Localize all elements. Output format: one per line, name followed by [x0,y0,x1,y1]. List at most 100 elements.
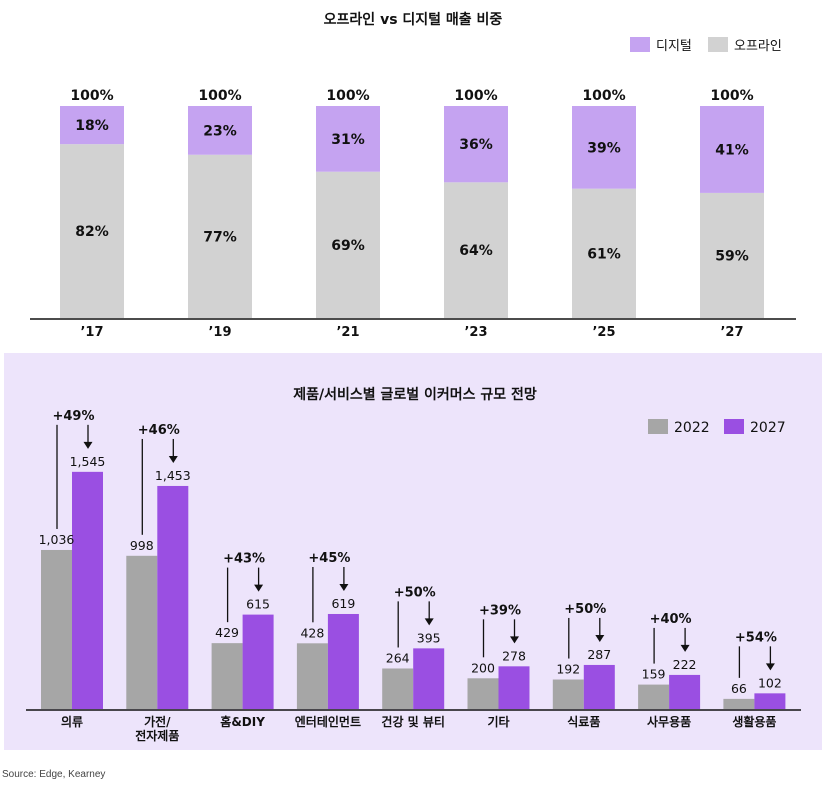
digital-value-label: 31% [331,132,365,148]
growth-label: +49% [52,409,94,424]
x-tick-label: ’21 [336,325,359,340]
x-tick-label: ’27 [720,325,743,340]
digital-value-label: 23% [203,123,237,139]
value-label-2022: 66 [731,681,747,696]
digital-value-label: 18% [75,118,109,134]
digital-bar [188,106,252,155]
down-arrow-icon [168,455,178,463]
down-arrow-icon [83,441,93,449]
total-label: 100% [454,88,497,104]
offline-bar [60,144,124,318]
value-label-2027: 1,545 [70,454,106,469]
value-label-2022: 428 [300,625,324,640]
offline-value-label: 64% [459,243,493,259]
down-arrow-icon [510,636,519,644]
down-arrow-icon [424,618,434,626]
value-label-2027: 619 [331,596,355,611]
category-label: 전자제품 [135,728,179,743]
total-label: 100% [70,88,113,104]
value-label-2022: 192 [556,662,580,677]
value-label-2027: 102 [758,675,782,690]
category-label: 의류 [61,714,83,729]
growth-label: +50% [394,585,436,600]
category-label: 가전/ [144,714,171,729]
x-tick-label: ’23 [464,325,487,340]
bar-2022 [638,684,670,709]
offline-value-label: 69% [331,238,365,254]
bar-2027 [413,648,445,709]
digital-bar [444,106,508,183]
total-label: 100% [326,88,369,104]
legend-label-2022: 2022 [674,420,710,436]
bar-2022 [723,698,755,709]
growth-label: +50% [564,602,606,617]
value-label-2022: 429 [215,625,239,640]
growth-label: +54% [735,630,777,645]
growth-label: +39% [479,603,521,618]
digital-bar [700,106,764,193]
legend-label-digital: 디지털 [656,39,692,54]
top-bars: 82% 18% 100% ’17 77% 23% 100% ’19 69% 31% 100% ’21 6… [60,88,764,340]
value-label-2022: 159 [642,667,666,682]
category-label: 엔터테인먼트 [295,714,361,729]
value-label-2027: 615 [246,597,270,612]
ecommerce-panel: 제품/서비스별 글로벌 이커머스 규모 전망 2022 2027 1,036 1,… [4,353,822,750]
offline-bar [700,192,764,318]
down-arrow-icon [680,644,690,652]
bar-2027 [157,485,189,709]
value-label-2027: 287 [587,647,611,662]
legend-swatch-2027 [724,419,744,434]
offline-bar [444,182,508,318]
bar-2022 [552,679,584,709]
category-label: 기타 [487,714,509,729]
legend-label-2027: 2027 [750,420,786,436]
value-label-2022: 264 [386,650,410,665]
bar-2027 [327,613,359,709]
digital-bar [572,106,636,189]
offline-value-label: 61% [587,246,621,262]
top-legend: 디지털 오프라인 [630,37,782,54]
bottom-bars: 1,036 1,545 +49% 의류 998 1,453 +46% 가전/전자제품 429 61… [39,409,786,743]
value-label-2027: 222 [673,657,697,672]
legend-swatch-2022 [648,419,668,434]
offline-value-label: 59% [715,248,749,264]
offline-bar [316,171,380,318]
total-label: 100% [198,88,241,104]
value-label-2022: 998 [130,538,154,553]
category-label: 사무용품 [647,714,691,729]
down-arrow-icon [254,584,264,592]
category-label: 홈&DIY [220,714,265,729]
bar-2022 [382,668,414,709]
growth-label: +40% [650,612,692,627]
stacked-share-chart: 오프라인 vs 디지털 매출 비중 디지털 오프라인 82% 18% 100% ’17… [30,11,796,340]
legend-swatch-offline [708,37,728,52]
bar-2027 [72,471,103,709]
legend-swatch-digital [630,37,650,52]
value-label-2022: 200 [471,660,495,675]
down-arrow-icon [339,583,349,591]
digital-value-label: 39% [587,140,621,156]
bar-2027 [242,614,274,709]
growth-label: +43% [223,552,265,567]
bar-2027 [498,666,530,709]
x-tick-label: ’25 [592,325,615,340]
source-note: Source: Edge, Kearney [2,769,106,780]
bar-2022 [41,549,72,709]
growth-label: +45% [308,551,350,566]
bar-2022 [126,555,158,709]
offline-bar [572,188,636,318]
bar-2022 [296,643,328,709]
digital-value-label: 41% [715,142,749,158]
total-label: 100% [582,88,625,104]
value-label-2027: 1,453 [155,468,191,483]
digital-bar [60,106,124,145]
bar-2022 [211,643,243,709]
growth-label: +46% [138,423,180,438]
bar-2027 [583,664,615,709]
digital-bar [316,106,380,172]
offline-value-label: 82% [75,224,109,240]
total-label: 100% [710,88,753,104]
category-label: 건강 및 뷰티 [381,714,445,729]
bar-2022 [467,678,499,709]
category-label: 식료품 [567,714,600,729]
